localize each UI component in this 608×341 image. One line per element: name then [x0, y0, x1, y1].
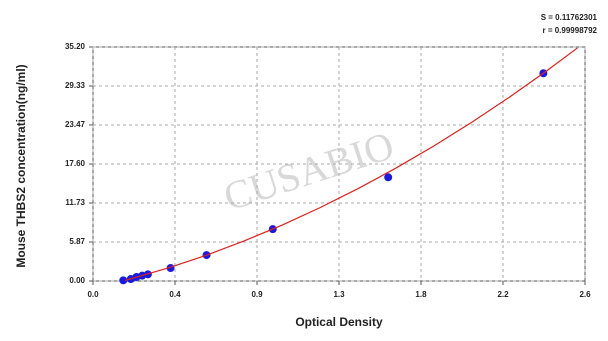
y-tick-label: 0.00 [69, 276, 85, 285]
y-axis-label: Mouse THBS2 concentration(ng/ml) [14, 64, 28, 267]
x-tick-label: 2.2 [497, 290, 509, 299]
fit-stat: r = 0.99998792 [543, 26, 598, 35]
x-tick-label: 1.8 [415, 290, 427, 299]
y-tick-label: 17.60 [65, 159, 86, 168]
y-tick-label: 23.47 [65, 120, 86, 129]
fit-stat: S = 0.11762301 [541, 13, 598, 22]
fit-curve [125, 47, 578, 281]
y-tick-label: 5.87 [69, 237, 85, 246]
data-point [119, 276, 128, 285]
x-tick-label: 0.4 [169, 290, 181, 299]
y-tick-label: 11.73 [65, 198, 85, 207]
data-point [384, 173, 393, 182]
x-tick-label: 0.0 [87, 290, 99, 299]
y-tick-label: 35.20 [65, 42, 86, 51]
watermark: CUSABIO [218, 122, 399, 219]
x-tick-label: 0.9 [251, 290, 263, 299]
x-tick-label: 1.3 [333, 290, 345, 299]
x-tick-label: 2.6 [579, 290, 591, 299]
y-tick-label: 29.33 [65, 81, 86, 90]
x-axis-label: Optical Density [295, 315, 383, 329]
